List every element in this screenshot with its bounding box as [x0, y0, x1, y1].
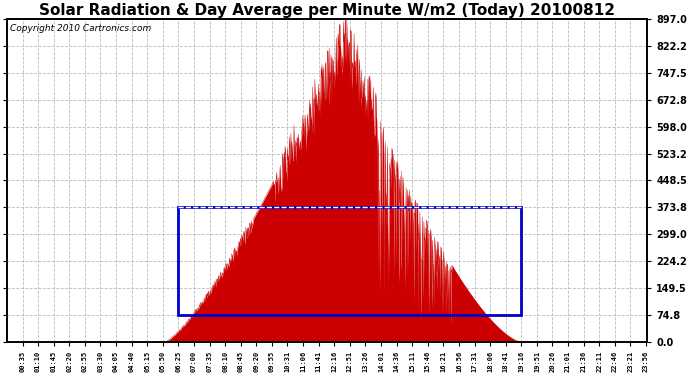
- Title: Solar Radiation & Day Average per Minute W/m2 (Today) 20100812: Solar Radiation & Day Average per Minute…: [39, 3, 615, 18]
- Text: Copyright 2010 Cartronics.com: Copyright 2010 Cartronics.com: [10, 24, 151, 33]
- Bar: [179, 207, 521, 315]
